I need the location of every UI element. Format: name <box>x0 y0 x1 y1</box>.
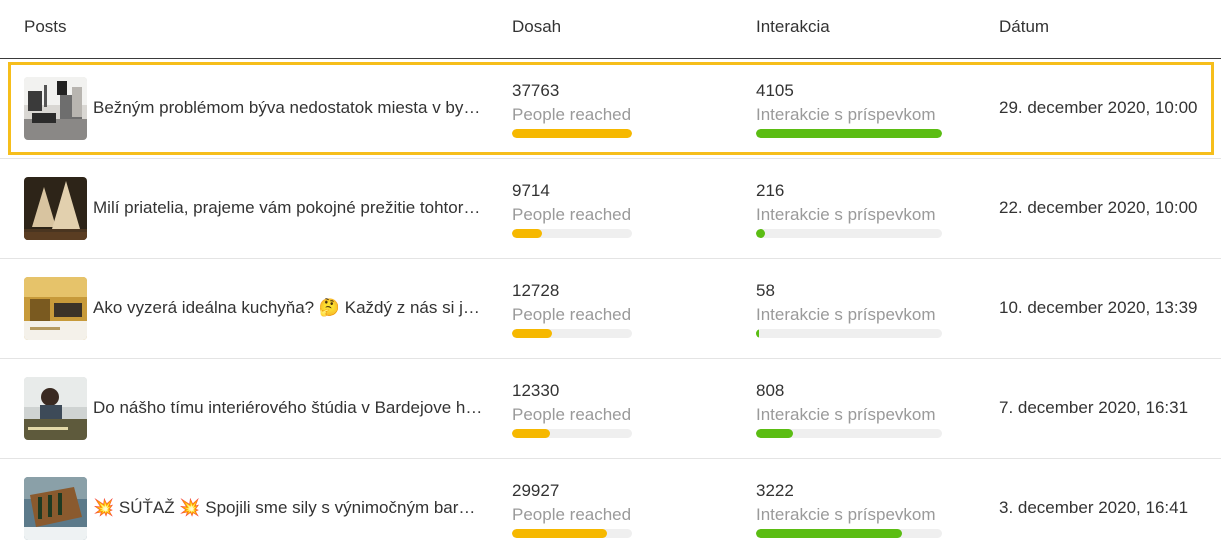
column-header-interactions[interactable]: Interakcia <box>756 17 830 36</box>
interactions-metric: 4105 Interakcie s príspevkom <box>756 81 942 138</box>
interactions-bar-fill <box>756 129 942 138</box>
interactions-bar <box>756 229 942 238</box>
reach-label: People reached <box>512 505 632 524</box>
reach-metric: 9714 People reached <box>512 181 632 238</box>
reach-value: 29927 <box>512 481 560 500</box>
row-highlight <box>8 62 1214 155</box>
interactions-label: Interakcie s príspevkom <box>756 505 936 524</box>
column-header-posts[interactable]: Posts <box>24 17 67 36</box>
interactions-bar-fill <box>756 329 759 338</box>
interactions-bar <box>756 429 942 438</box>
reach-bar-fill <box>512 429 551 438</box>
reach-bar <box>512 129 632 138</box>
reach-bar-fill <box>512 329 552 338</box>
interactions-label: Interakcie s príspevkom <box>756 205 936 224</box>
post-date: 10. december 2020, 13:39 <box>999 298 1198 317</box>
post-text[interactable]: Ako vyzerá ideálna kuchyňa? 🤔 Každý z ná… <box>93 298 480 317</box>
reach-bar <box>512 429 632 438</box>
reach-label: People reached <box>512 205 632 224</box>
interactions-bar <box>756 529 942 538</box>
interactions-bar <box>756 329 942 338</box>
reach-value: 37763 <box>512 81 560 100</box>
interactions-bar-fill <box>756 529 902 538</box>
table-row[interactable]: Bežným problémom býva nedostatok miesta … <box>0 59 1221 159</box>
table-row[interactable]: 💥 SÚŤAŽ 💥 Spojili sme sily s výnimočným … <box>0 459 1221 559</box>
reach-metric: 12728 People reached <box>512 281 632 338</box>
interactions-value: 216 <box>756 181 785 200</box>
reach-bar <box>512 529 632 538</box>
interactions-value: 4105 <box>756 81 794 100</box>
interactions-metric: 808 Interakcie s príspevkom <box>756 381 942 438</box>
reach-bar-fill <box>512 229 542 238</box>
reach-value: 12728 <box>512 281 560 300</box>
table-row[interactable]: Ako vyzerá ideálna kuchyňa? 🤔 Každý z ná… <box>0 259 1221 359</box>
post-thumbnail[interactable] <box>24 277 87 340</box>
post-thumbnail[interactable] <box>24 177 87 240</box>
interactions-value: 808 <box>756 381 785 400</box>
table-header: Posts Dosah Interakcia Dátum <box>0 0 1221 59</box>
post-date: 3. december 2020, 16:41 <box>999 498 1189 517</box>
interactions-bar-fill <box>756 229 766 238</box>
interactions-label: Interakcie s príspevkom <box>756 105 936 124</box>
reach-bar-fill <box>512 529 607 538</box>
interactions-value: 3222 <box>756 481 794 500</box>
reach-label: People reached <box>512 105 632 124</box>
post-text[interactable]: Do nášho tímu interiérového štúdia v Bar… <box>93 398 483 417</box>
post-date: 22. december 2020, 10:00 <box>999 198 1198 217</box>
post-thumbnail[interactable] <box>24 77 87 140</box>
interactions-value: 58 <box>756 281 775 300</box>
post-date: 7. december 2020, 16:31 <box>999 398 1189 417</box>
post-text[interactable]: Milí priatelia, prajeme vám pokojné prež… <box>93 198 481 217</box>
post-date: 29. december 2020, 10:00 <box>999 98 1198 117</box>
interactions-bar-fill <box>756 429 794 438</box>
reach-value: 12330 <box>512 381 560 400</box>
reach-metric: 29927 People reached <box>512 481 632 538</box>
column-header-reach[interactable]: Dosah <box>512 17 562 36</box>
reach-metric: 37763 People reached <box>512 81 632 138</box>
interactions-metric: 58 Interakcie s príspevkom <box>756 281 942 338</box>
reach-metric: 12330 People reached <box>512 381 632 438</box>
reach-label: People reached <box>512 405 632 424</box>
post-thumbnail[interactable] <box>24 377 87 440</box>
table-row[interactable]: Milí priatelia, prajeme vám pokojné prež… <box>0 159 1221 259</box>
post-text[interactable]: Bežným problémom býva nedostatok miesta … <box>93 98 481 117</box>
column-header-date[interactable]: Dátum <box>999 17 1050 36</box>
reach-bar <box>512 229 632 238</box>
post-text[interactable]: 💥 SÚŤAŽ 💥 Spojili sme sily s výnimočným … <box>93 498 476 517</box>
reach-bar-fill <box>512 129 632 138</box>
reach-label: People reached <box>512 305 632 324</box>
post-thumbnail[interactable] <box>24 477 87 540</box>
interactions-label: Interakcie s príspevkom <box>756 405 936 424</box>
interactions-metric: 216 Interakcie s príspevkom <box>756 181 942 238</box>
interactions-label: Interakcie s príspevkom <box>756 305 936 324</box>
table-row[interactable]: Do nášho tímu interiérového štúdia v Bar… <box>0 359 1221 459</box>
reach-bar <box>512 329 632 338</box>
interactions-bar <box>756 129 942 138</box>
reach-value: 9714 <box>512 181 550 200</box>
interactions-metric: 3222 Interakcie s príspevkom <box>756 481 942 538</box>
